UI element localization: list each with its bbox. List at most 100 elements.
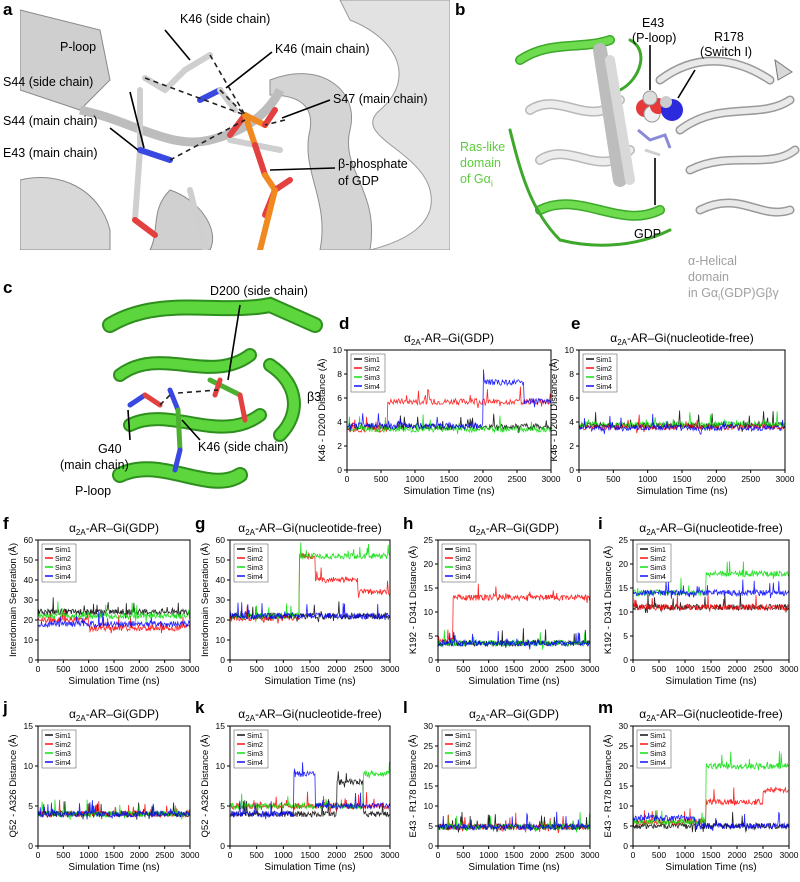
x-tick-label: 3000 xyxy=(181,664,200,674)
y-tick-label: 15 xyxy=(424,781,434,791)
legend: Sim1 Sim2 Sim3 Sim4 xyxy=(636,543,672,583)
legend: Sim1 Sim2 Sim3 Sim4 xyxy=(636,729,672,769)
label-helical-in-gai: in Gαi(GDP)Gβγ xyxy=(688,286,779,303)
legend: Sim1 Sim2 Sim3 Sim4 xyxy=(441,729,477,769)
panel-letter-f: f xyxy=(3,514,9,533)
label-k46-side-chain-c: K46 (side chain) xyxy=(198,440,289,454)
chart-e: 0 500 1000 1500 2000 2500 3000 0 2 4 6 8 10 Simulatio… xyxy=(549,331,795,497)
x-tick-label: 1500 xyxy=(702,850,721,860)
x-tick-label: 0 xyxy=(631,850,636,860)
y-axis-label: E43 - R178 Distance (Å) xyxy=(408,735,419,838)
y-tick-label: 2 xyxy=(569,441,574,451)
x-tick-label: 1000 xyxy=(638,474,657,484)
chart-title: α2A-AR–Gi(GDP) xyxy=(469,521,559,537)
chart-title: α2A-AR–Gi(nucleotide-free) xyxy=(238,707,381,723)
x-tick-label: 1500 xyxy=(505,664,524,674)
x-tick-label: 2000 xyxy=(728,850,747,860)
panel-letter-d: d xyxy=(339,314,350,333)
y-tick-label: 10 xyxy=(216,761,226,771)
label-gdp: GDP xyxy=(634,227,662,241)
x-axis-label: Simulation Time (ns) xyxy=(403,486,494,497)
x-tick-label: 500 xyxy=(250,850,264,860)
x-tick-label: 1500 xyxy=(673,474,692,484)
panel-letter-m: m xyxy=(598,698,614,717)
panel-letter-c: c xyxy=(3,278,13,297)
chart-g: 0 500 1000 1500 2000 2500 3000 0 10 20 30 40 50 60 Sim… xyxy=(200,521,400,687)
y-tick-label: 10 xyxy=(24,635,34,645)
x-tick-label: 0 xyxy=(436,664,441,674)
y-tick-label: 30 xyxy=(424,721,434,731)
x-axis-label: Simulation Time (ns) xyxy=(264,676,355,687)
legend-entry: Sim3 xyxy=(55,751,71,758)
label-r178: R178 xyxy=(714,30,744,44)
legend-entry: Sim3 xyxy=(247,565,263,572)
y-tick-label: 0 xyxy=(428,841,433,851)
series-line-h-sim2 xyxy=(437,583,591,645)
y-tick-label: 0 xyxy=(623,655,628,665)
x-tick-label: 2500 xyxy=(754,664,773,674)
legend-entry: Sim2 xyxy=(247,556,263,563)
y-tick-label: 15 xyxy=(216,721,226,731)
label-p-loop: P-loop xyxy=(60,40,97,54)
y-tick-label: 15 xyxy=(24,721,34,731)
series-line-d-sim1 xyxy=(347,413,552,433)
y-tick-label: 5 xyxy=(28,801,33,811)
y-tick-label: 20 xyxy=(424,559,434,569)
panel-letter-k: k xyxy=(195,698,205,717)
chart-f: 0 500 1000 1500 2000 2500 3000 0 10 20 30 40 50 60 Sim… xyxy=(8,521,200,687)
y-tick-label: 60 xyxy=(216,535,226,545)
chart-title: α2A-AR–Gi(GDP) xyxy=(69,707,159,723)
legend: Sim1 Sim2 Sim3 Sim4 xyxy=(233,729,269,769)
panel-letter-j: j xyxy=(3,698,8,717)
y-tick-label: 40 xyxy=(216,575,226,585)
y-axis-label: Interdomain Seperation (Å) xyxy=(8,543,19,657)
legend-entry: Sim2 xyxy=(364,366,380,373)
x-tick-label: 1000 xyxy=(274,850,293,860)
series-line-f-sim1 xyxy=(37,597,191,619)
series-line-m-sim1 xyxy=(632,811,790,834)
x-axis-label: Simulation Time (ns) xyxy=(68,676,159,687)
y-tick-label: 10 xyxy=(216,635,226,645)
label-e43: E43 xyxy=(642,16,665,30)
chart-title: α2A-AR–Gi(GDP) xyxy=(69,521,159,537)
y-axis-label: Interdomain Seperation (Å) xyxy=(200,543,211,657)
panel-letter-l: l xyxy=(403,698,408,717)
x-tick-label: 2000 xyxy=(474,474,493,484)
legend-entry: Sim3 xyxy=(247,751,263,758)
x-tick-label: 2500 xyxy=(754,850,773,860)
panel-b-structure-image xyxy=(508,35,800,247)
chart-title: α2A-AR–Gi(nucleotide-free) xyxy=(639,707,782,723)
legend-entry: Sim2 xyxy=(55,556,71,563)
label-r178-switch-i: (Switch I) xyxy=(700,45,753,59)
chart-k: 0 500 1000 1500 2000 2500 3000 0 5 10 15 Simulation… xyxy=(200,707,400,873)
legend-entry: Sim3 xyxy=(650,751,666,758)
panel-letter-i: i xyxy=(598,514,603,533)
x-tick-label: 1000 xyxy=(79,664,98,674)
x-tick-label: 0 xyxy=(345,474,350,484)
x-tick-label: 500 xyxy=(606,474,620,484)
y-tick-label: 5 xyxy=(623,821,628,831)
legend-entry: Sim1 xyxy=(596,357,612,364)
x-axis-label: Simulation Time (ns) xyxy=(68,862,159,873)
y-tick-label: 0 xyxy=(569,465,574,475)
y-tick-label: 4 xyxy=(569,417,574,427)
legend-entry: Sim1 xyxy=(55,547,71,554)
legend: Sim1 Sim2 Sim3 Sim4 xyxy=(350,353,386,393)
x-tick-label: 1500 xyxy=(505,850,524,860)
y-tick-label: 5 xyxy=(220,801,225,811)
y-tick-label: 8 xyxy=(337,369,342,379)
x-axis-label: Simulation Time (ns) xyxy=(665,862,756,873)
legend-entry: Sim1 xyxy=(455,547,471,554)
x-tick-label: 500 xyxy=(56,664,70,674)
panel-letter-h: h xyxy=(403,514,414,533)
y-tick-label: 0 xyxy=(428,655,433,665)
x-tick-label: 1000 xyxy=(479,664,498,674)
legend-entry: Sim1 xyxy=(650,547,666,554)
x-tick-label: 500 xyxy=(250,664,264,674)
label-e43-main-chain: E43 (main chain) xyxy=(3,146,98,160)
series-line-k-sim2 xyxy=(229,791,391,813)
x-tick-label: 1000 xyxy=(274,664,293,674)
x-tick-label: 2000 xyxy=(530,850,549,860)
series-line-k-sim3 xyxy=(229,761,391,812)
